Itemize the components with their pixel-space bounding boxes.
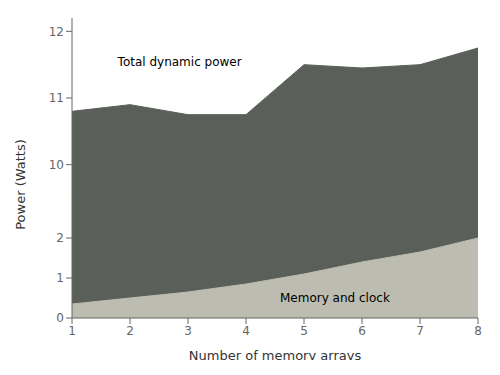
svg-text:Memory and clock: Memory and clock bbox=[280, 291, 390, 305]
svg-text:2: 2 bbox=[56, 231, 64, 245]
svg-text:11: 11 bbox=[49, 91, 64, 105]
svg-text:2: 2 bbox=[126, 324, 134, 338]
svg-text:5: 5 bbox=[300, 324, 308, 338]
svg-text:7: 7 bbox=[416, 324, 424, 338]
svg-text:8: 8 bbox=[474, 324, 482, 338]
svg-text:1: 1 bbox=[68, 324, 76, 338]
svg-text:12: 12 bbox=[49, 25, 64, 39]
svg-text:Total dynamic power: Total dynamic power bbox=[117, 55, 242, 69]
html-text:Power (Watts): Power (Watts) bbox=[12, 138, 28, 230]
svg-text:Number of memory arrays: Number of memory arrays bbox=[189, 348, 362, 360]
svg-text:0: 0 bbox=[56, 311, 64, 325]
svg-text:1: 1 bbox=[56, 271, 64, 285]
svg-text:4: 4 bbox=[242, 324, 250, 338]
svg-text:10: 10 bbox=[49, 158, 64, 172]
svg-text:3: 3 bbox=[184, 324, 192, 338]
svg-text:6: 6 bbox=[358, 324, 366, 338]
